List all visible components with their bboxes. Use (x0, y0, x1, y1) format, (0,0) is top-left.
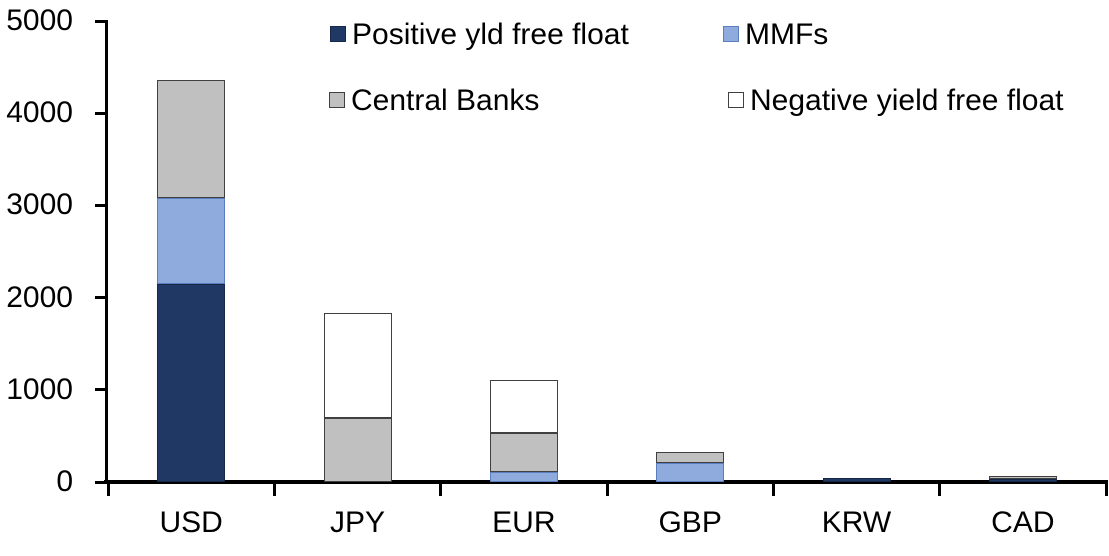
y-tick-label-5000: 5000 (6, 4, 73, 37)
x-category-label-jpy: JPY (329, 506, 386, 539)
legend-marker-mmfs (723, 26, 739, 42)
x-tick-5 (938, 480, 942, 496)
x-tick-0 (106, 480, 110, 496)
y-tick-4000 (95, 111, 106, 115)
y-tick-label-1000: 1000 (6, 372, 73, 406)
bar-segment-usd-positive-yld-free-float (157, 283, 226, 482)
bar-segment-eur-negative-yield-free-float (489, 379, 558, 434)
legend-marker-central-banks (329, 92, 345, 108)
x-tick-6 (1104, 480, 1108, 496)
x-category-label-usd: USD (159, 506, 223, 539)
bar-segment-jpy-negative-yield-free-float (323, 312, 392, 418)
legend-marker-positive-yld-free-float (330, 26, 346, 42)
legend-label-negative-yield-free-float: Negative yield free float (750, 84, 1064, 117)
y-tick-1000 (95, 388, 106, 392)
bar-segment-cad-positive-yld-free-float (988, 478, 1057, 482)
x-tick-3 (605, 480, 609, 496)
x-category-label-eur: EUR (492, 506, 556, 539)
legend-label-positive-yld-free-float: Positive yld free float (352, 18, 629, 51)
x-category-label-krw: KRW (821, 506, 892, 539)
legend-label-central-banks: Central Banks (351, 84, 540, 117)
bar-segment-gbp-central-banks (656, 452, 725, 463)
y-tick-5000 (95, 19, 106, 23)
y-tick-label-0: 0 (56, 465, 73, 498)
bar-segment-cad-central-banks (988, 476, 1057, 479)
bar-segment-krw-positive-yld-free-float (822, 477, 891, 482)
x-tick-2 (439, 480, 443, 496)
legend-label-mmfs: MMFs (745, 18, 829, 51)
y-tick-label-3000: 3000 (6, 188, 73, 222)
x-tick-1 (272, 480, 276, 496)
bar-segment-eur-central-banks (489, 433, 558, 473)
bar-segment-usd-central-banks (157, 80, 226, 199)
y-tick-label-2000: 2000 (6, 280, 73, 314)
bar-segment-usd-mmfs (157, 198, 226, 284)
y-axis-line (105, 20, 108, 484)
bar-segment-gbp-mmfs (656, 462, 725, 482)
y-tick-2000 (95, 296, 106, 300)
y-tick-0 (95, 480, 106, 484)
y-tick-label-4000: 4000 (6, 96, 73, 130)
x-category-label-cad: CAD (991, 506, 1055, 539)
bar-segment-jpy-central-banks (323, 417, 392, 482)
x-tick-4 (771, 480, 775, 496)
y-tick-3000 (95, 203, 106, 207)
legend-marker-negative-yield-free-float (728, 92, 744, 108)
bar-segment-eur-mmfs (489, 472, 558, 482)
x-category-label-gbp: GBP (658, 506, 722, 539)
